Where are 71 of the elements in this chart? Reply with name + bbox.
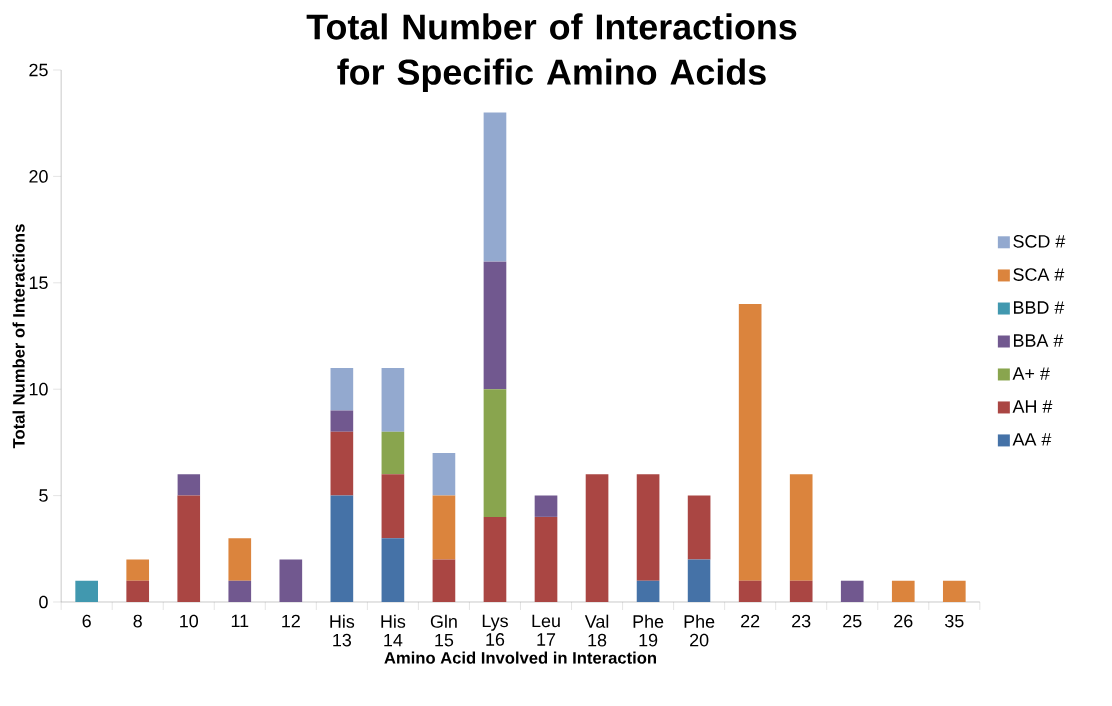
bar	[636, 474, 660, 581]
x-tick-label: Phe 19	[633, 614, 664, 647]
bar	[381, 367, 405, 432]
bar	[585, 474, 609, 602]
bar	[483, 516, 507, 602]
x-tick-label: 23	[792, 614, 811, 628]
x-tick-label: 6	[82, 614, 91, 628]
bar	[483, 261, 507, 390]
bar	[381, 431, 405, 475]
bar	[534, 495, 558, 517]
legend-label: BBA #	[1013, 334, 1064, 347]
x-tick-label: 26	[894, 614, 913, 628]
y-tick-label: 20	[29, 170, 48, 183]
bar	[381, 538, 405, 602]
x-tick-label: Val 18	[584, 614, 609, 647]
y-axis-title: Total Number of Interactions	[12, 224, 25, 449]
x-tick-label: Leu 17	[532, 614, 560, 646]
bar	[534, 516, 558, 602]
x-axis-title: Amino Acid Involved in Interaction	[384, 651, 656, 664]
bar	[330, 367, 354, 411]
bar	[381, 474, 405, 539]
bar	[228, 580, 252, 602]
bar	[687, 495, 711, 560]
x-tick-label: 35	[945, 614, 964, 628]
bar	[432, 559, 456, 602]
legend-label: BBD #	[1013, 301, 1065, 314]
x-tick-label: Lys 16	[482, 614, 508, 646]
bar	[789, 580, 813, 602]
x-tick-label: 25	[843, 614, 862, 628]
legend-label: AA #	[1012, 433, 1052, 446]
bar	[738, 304, 762, 581]
y-tick-label: 5	[39, 489, 48, 502]
y-tick-label: 10	[29, 382, 48, 396]
x-tick-label: 11	[231, 614, 249, 628]
bar	[228, 538, 252, 581]
chart-title: Total Number of Interactions for Specific Amino Acids	[306, 13, 797, 92]
y-tick-label: 15	[29, 276, 48, 290]
bar	[177, 474, 201, 496]
legend-label: A+ #	[1012, 367, 1050, 380]
legend-label: SCD #	[1013, 235, 1066, 248]
legend-label: AH #	[1012, 400, 1053, 413]
x-tick-label: Phe 20	[684, 614, 715, 647]
bar	[432, 495, 456, 560]
bar	[891, 580, 915, 602]
x-tick-label: Gln 15	[430, 614, 457, 647]
legend-label: SCA #	[1013, 268, 1065, 281]
y-tick-label: 0	[39, 595, 48, 609]
bar	[330, 495, 354, 602]
bar	[432, 453, 456, 496]
bar	[942, 580, 966, 602]
bar	[636, 580, 660, 602]
bar	[126, 559, 150, 581]
bar	[330, 410, 354, 432]
x-tick-label: His 13	[330, 614, 355, 647]
bar	[738, 580, 762, 602]
bar	[75, 580, 98, 602]
bar	[687, 559, 711, 602]
x-tick-label: 10	[180, 614, 199, 628]
x-tick-label: His 14	[381, 614, 406, 647]
x-tick-label: 8	[133, 614, 142, 628]
bar	[483, 389, 507, 517]
bar	[840, 580, 864, 602]
bar	[789, 474, 813, 581]
bar	[279, 559, 303, 602]
bar	[330, 431, 354, 496]
bar	[177, 495, 201, 602]
bar	[483, 112, 507, 262]
bar	[126, 580, 150, 602]
y-tick-label: 25	[29, 63, 48, 77]
x-tick-label: 22	[741, 614, 760, 628]
x-tick-label: 12	[282, 614, 300, 628]
